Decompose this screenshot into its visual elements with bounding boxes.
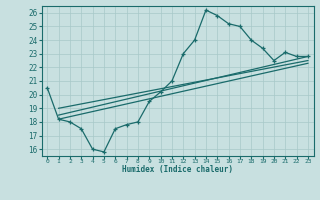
X-axis label: Humidex (Indice chaleur): Humidex (Indice chaleur): [122, 165, 233, 174]
